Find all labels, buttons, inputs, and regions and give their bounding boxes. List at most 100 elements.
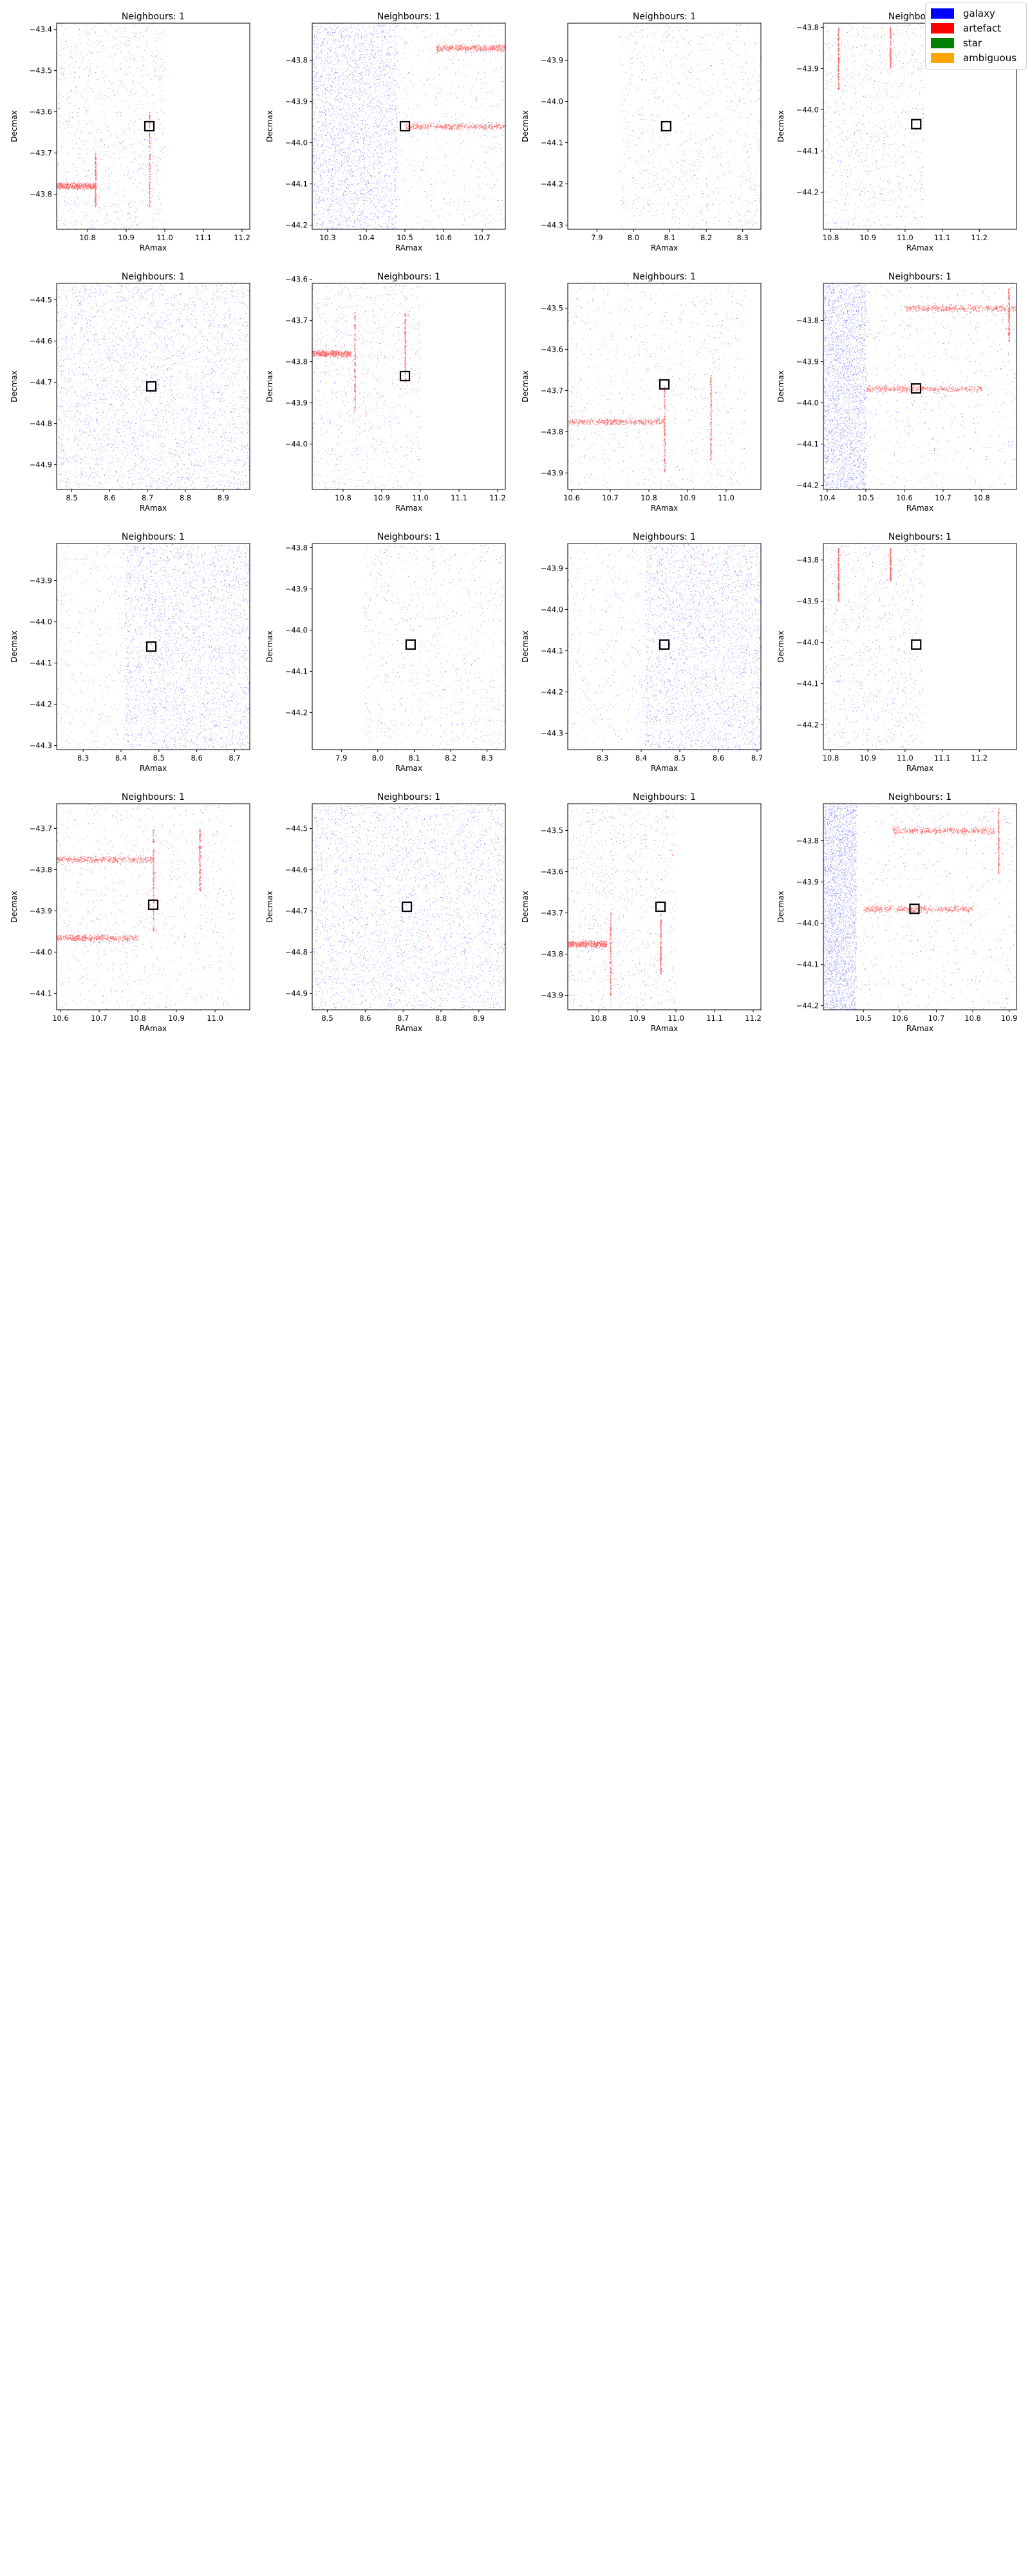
x-tick-label: 10.9 [859,233,876,242]
panel-7: Neighbours: 1 10.6 10.7 10.8 10.9 11.0 −43.5 −4… [521,272,762,513]
y-tick-label: −43.9 [285,584,308,593]
y-tick-label: −44.0 [285,138,308,147]
y-tick-label: −43.5 [541,826,563,835]
x-tick-label: 10.8 [964,1014,981,1023]
y-tick-label: −44.2 [541,180,563,189]
y-tick-label: −44.9 [30,460,52,469]
target-marker [911,639,922,650]
x-tick-label: 11.2 [745,1014,762,1023]
y-tick-label: −44.0 [796,919,819,928]
y-tick-label: −43.8 [285,357,308,366]
x-tick-label: 8.8 [180,493,191,502]
y-tick-label: −44.1 [796,440,819,449]
y-axis-label: Decmax [10,110,19,142]
axes-frame [823,283,1017,490]
legend-swatch-artefact [931,23,954,33]
y-tick-label: −44.2 [30,700,52,709]
target-marker [911,118,922,129]
y-axis-label: Decmax [776,630,785,662]
panel-14: Neighbours: 1 8.5 8.6 8.7 8.8 8.9 −44.5 −44.6 −4… [265,792,506,1033]
legend-swatch-star [931,38,954,48]
y-tick-label: −44.1 [541,138,563,147]
axes-frame [312,543,506,750]
y-tick-label: −43.9 [796,878,819,887]
x-tick-label: 10.8 [129,1014,146,1023]
y-tick-label: −43.9 [30,576,52,585]
y-tick-label: −43.8 [285,543,308,552]
galaxy-points [312,23,505,229]
panel-16: Neighbours: 1 10.5 10.6 10.7 10.8 10.9 −43.8 −4… [776,792,1017,1033]
y-axis-label: Decmax [521,110,530,142]
y-tick-label: −44.5 [285,824,308,833]
x-axis-label: RAmax [395,764,422,773]
axes-frame [312,283,506,490]
axes-frame [567,803,762,1010]
legend-label-star: star [963,37,982,49]
x-tick-label: 8.6 [359,1014,371,1023]
legend-label-artefact: artefact [963,23,1002,34]
y-tick-label: −44.1 [541,646,563,655]
x-tick-label: 8.7 [229,753,240,762]
scatter-points [57,804,235,1010]
y-tick-label: −44.1 [285,180,308,189]
x-axis-label: RAmax [651,764,678,773]
y-tick-label: −44.8 [30,419,52,428]
y-tick-label: −43.7 [285,316,308,325]
x-tick-label: 8.6 [104,493,115,502]
y-tick-label: −44.0 [285,625,308,634]
x-axis-label: RAmax [651,243,678,252]
x-tick-label: 11.2 [971,753,988,762]
panel-title: Neighbours: 1 [122,532,185,542]
y-axis-label: Decmax [265,110,274,142]
panel-title: Neighbours: 1 [377,272,440,282]
y-tick-label: −44.8 [285,947,308,956]
y-tick-label: −43.9 [285,399,308,408]
y-tick-label: −43.6 [30,108,52,117]
target-marker [399,120,411,132]
y-tick-label: −43.5 [541,303,563,312]
y-tick-label: −43.6 [541,867,563,876]
y-tick-label: −43.8 [285,56,308,65]
target-marker [145,381,157,392]
y-axis-label: Decmax [10,630,19,662]
axes-frame [567,283,762,490]
x-tick-label: 8.3 [737,233,749,242]
y-tick-label: −44.3 [541,221,563,230]
y-tick-label: −44.1 [796,679,819,688]
x-tick-label: 10.9 [168,1014,185,1023]
x-tick-label: 11.0 [897,753,913,762]
panel-2: Neighbours: 1 10.3 10.4 10.5 10.6 10.7 −43.8 −4… [265,12,506,252]
target-marker [145,641,157,652]
y-axis-label: Decmax [776,891,785,922]
x-axis-label: RAmax [906,243,933,252]
x-axis-label: RAmax [906,764,933,773]
x-tick-label: 8.5 [66,493,77,502]
x-tick-label: 11.0 [897,233,913,242]
scatter-points [823,804,1016,1010]
y-tick-label: −44.9 [285,989,308,998]
x-tick-label: 8.3 [77,753,89,762]
galaxy-points [312,283,421,489]
x-axis-label: RAmax [395,243,422,252]
legend-item-galaxy: galaxy [931,7,995,20]
axes-frame [56,803,250,1010]
target-marker [910,383,922,394]
y-tick-label: −44.3 [541,728,563,737]
panel-9: Neighbours: 1 8.3 8.4 8.5 8.6 8.7 −43.9 −44.0 −4… [10,532,250,773]
panel-title: Neighbours: 1 [122,792,185,802]
x-tick-label: 8.6 [191,753,202,762]
y-tick-label: −44.1 [285,667,308,676]
y-tick-label: −44.1 [30,659,52,668]
panel-title: Neighbours: 1 [122,272,185,282]
y-axis-label: Decmax [776,110,785,142]
x-tick-label: 10.9 [373,493,390,502]
target-marker [660,120,671,132]
scatter-points [312,283,421,489]
panel-15: Neighbours: 1 10.8 10.9 11.0 11.1 11.2 −43.5 −4… [521,792,762,1033]
x-tick-label: 11.1 [451,493,467,502]
legend-swatch-ambiguous [931,53,954,63]
y-tick-label: −44.1 [30,989,52,998]
y-axis-label: Decmax [265,891,274,922]
x-tick-label: 8.0 [372,753,384,762]
y-tick-label: −44.1 [796,146,819,155]
